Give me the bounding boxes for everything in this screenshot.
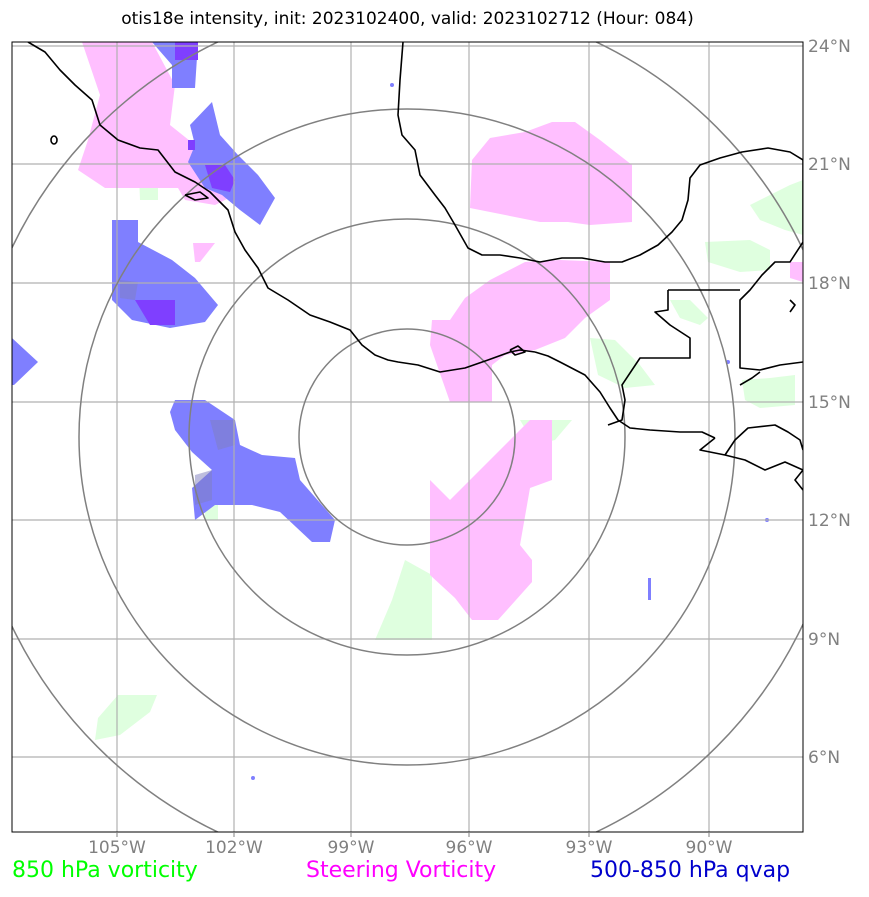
lon-ticks xyxy=(116,832,710,837)
lon-label: 93°W xyxy=(566,838,613,858)
lat-label: 21°N xyxy=(808,155,851,175)
lon-label: 102°W xyxy=(205,838,263,858)
lon-label: 99°W xyxy=(328,838,375,858)
lon-label: 105°W xyxy=(88,838,146,858)
lon-labels: 105°W 102°W 99°W 96°W 93°W 90°W xyxy=(88,838,733,858)
lat-label: 15°N xyxy=(808,393,851,413)
map-title: otis18e intensity, init: 2023102400, val… xyxy=(121,9,694,29)
gridlines xyxy=(12,42,803,832)
lat-label: 12°N xyxy=(808,511,851,531)
lat-label: 9°N xyxy=(808,630,840,650)
lat-label: 24°N xyxy=(808,37,851,57)
coastline xyxy=(27,42,803,491)
lat-label: 18°N xyxy=(808,274,851,294)
lat-labels: 24°N 21°N 18°N 15°N 12°N 9°N 6°N xyxy=(808,37,851,768)
legend-qvap: 500-850 hPa qvap xyxy=(590,858,791,883)
map-layers xyxy=(12,42,803,832)
map-frame xyxy=(11,41,804,833)
lon-label: 90°W xyxy=(686,838,733,858)
lon-label: 96°W xyxy=(446,838,493,858)
legend-steering: Steering Vorticity xyxy=(306,858,497,883)
range-rings xyxy=(12,42,803,832)
lat-label: 6°N xyxy=(808,748,840,768)
qvap-overlap-layer xyxy=(120,280,235,505)
steering-layer xyxy=(78,42,803,620)
legend-vorticity: 850 hPa vorticity xyxy=(12,858,198,883)
